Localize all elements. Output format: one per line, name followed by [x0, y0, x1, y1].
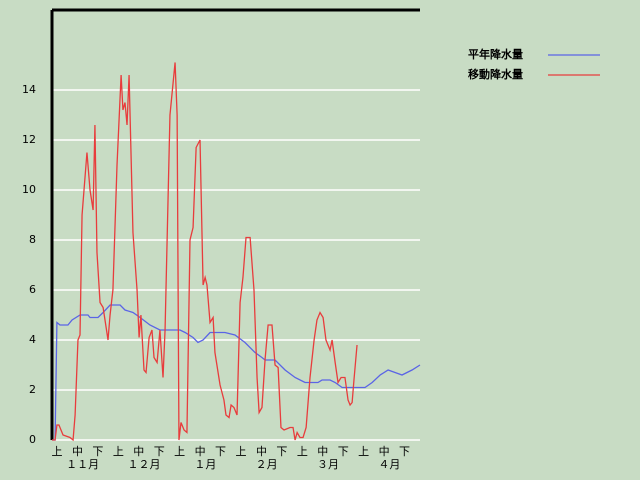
- y-tick-label: 8: [29, 233, 36, 246]
- y-tick-label: 6: [29, 283, 36, 296]
- x-tick-label: 中: [379, 445, 390, 458]
- x-tick-label: 下: [399, 445, 410, 458]
- x-tick-label: 上: [297, 445, 308, 458]
- y-tick-label: 0: [29, 433, 36, 446]
- x-tick-label: 下: [338, 445, 349, 458]
- x-tick-label: 中: [256, 445, 267, 458]
- x-tick-label: 上: [52, 445, 63, 458]
- y-tick-label: 4: [29, 333, 36, 346]
- series-line: [52, 304, 421, 441]
- x-tick-label: 中: [133, 445, 144, 458]
- x-tick-label: 上: [358, 445, 369, 458]
- month-label: １１月: [66, 458, 99, 471]
- y-tick-label: 14: [22, 83, 36, 96]
- x-tick-label: 下: [276, 445, 287, 458]
- legend-label: 平年降水量: [468, 47, 523, 61]
- y-tick-label: 2: [29, 383, 36, 396]
- x-tick-label: 下: [215, 445, 226, 458]
- x-tick-label: 下: [154, 445, 165, 458]
- y-tick-label: 10: [22, 183, 36, 196]
- x-tick-label: 中: [72, 445, 83, 458]
- y-tick-label: 12: [22, 133, 36, 146]
- x-tick-label: 上: [113, 445, 124, 458]
- x-tick-label: 中: [317, 445, 328, 458]
- x-tick-label: 中: [195, 445, 206, 458]
- x-tick-label: 上: [236, 445, 247, 458]
- legend-label: 移動降水量: [468, 67, 523, 81]
- month-label: ２月: [256, 458, 278, 471]
- x-tick-label: 上: [174, 445, 185, 458]
- month-label: １２月: [128, 458, 161, 471]
- series-line: [52, 62, 358, 442]
- month-label: １月: [194, 458, 216, 471]
- month-label: ４月: [378, 458, 400, 471]
- x-tick-label: 下: [92, 445, 103, 458]
- month-label: ３月: [317, 458, 339, 471]
